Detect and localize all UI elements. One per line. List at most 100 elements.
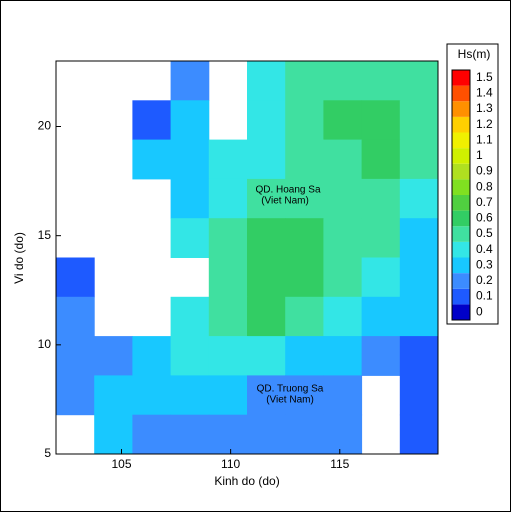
colorbar-title: Hs(m) [458,47,491,61]
cell [285,139,324,180]
cell [208,257,248,298]
annotation: QD. Truong Sa [257,384,324,395]
cell [208,336,248,376]
cell [132,414,172,455]
colorbar-label: 1.4 [476,86,493,100]
colorbar-swatch [452,179,470,195]
colorbar-swatch [452,101,470,117]
colorbar-label: 0.3 [476,257,493,271]
colorbar-swatch [452,226,470,242]
x-tick-label: 110 [221,457,240,471]
colorbar-swatch [452,304,470,320]
cell [247,139,286,180]
colorbar-swatch [452,210,470,227]
cell [208,218,248,258]
colorbar-swatch [452,273,470,289]
cell [170,139,210,180]
cell [170,178,210,219]
cell [323,257,363,298]
cell [247,178,286,219]
cell [170,100,210,141]
y-tick-label: 15 [38,228,52,242]
cell [361,100,401,141]
colorbar-label: 0.7 [476,195,493,209]
cell [94,375,133,416]
y-tick-label: 10 [38,337,52,351]
cell [361,257,401,298]
colorbar-swatch [452,148,470,164]
colorbar-label: 0 [476,304,483,318]
colorbar-label: 0.2 [476,273,493,287]
cell [285,218,324,258]
cell [170,375,210,416]
axes-box [55,60,439,455]
cell [56,257,95,298]
colorbar-label: 1.2 [476,117,493,131]
plot-area [56,61,439,455]
cell [399,296,439,337]
cell [132,336,172,376]
cell [399,178,439,219]
cell [208,139,248,180]
cell [399,375,439,416]
colorbar-label: 1.3 [476,101,493,115]
colorbar-label: 1 [476,148,483,162]
annotation: (Viet Nam) [261,196,309,207]
cell [361,139,401,180]
cell [323,100,363,141]
cell [170,218,210,258]
cell [285,296,324,337]
cell [247,100,286,141]
cell [208,375,248,416]
cell [323,178,363,219]
cell [247,257,286,298]
cell [132,100,172,141]
cell [285,414,324,455]
x-axis-label: Kinh do (do) [214,474,279,488]
cell [323,336,363,376]
cell [132,139,172,180]
x-tick-label: 115 [330,457,349,471]
cell [323,218,363,258]
cell [208,178,248,219]
cell [285,100,324,141]
cell [56,336,95,376]
cell [285,257,324,298]
colorbar-label: 1.1 [476,132,493,146]
colorbar-label: 0.5 [476,226,493,240]
cell [247,61,286,101]
cell [399,61,439,101]
cell [285,375,324,416]
cell [285,336,324,376]
colorbar-swatch [452,85,470,102]
colorbar-swatch [452,70,470,86]
cell [247,336,286,376]
colorbar-swatch [452,132,470,149]
cell [399,100,439,141]
cell [247,218,286,258]
cell [323,375,363,416]
x-tick-label: 105 [111,457,131,471]
y-axis-label: Vi do (do) [12,232,26,284]
cell [56,296,95,337]
cell [399,257,439,298]
cell [56,375,95,416]
cell [323,61,363,101]
cell [247,414,286,455]
cell [94,336,133,376]
colorbar-swatch [452,163,470,180]
cell [94,414,133,455]
cell [170,296,210,337]
cell [285,178,324,219]
cell [170,61,210,101]
cell [208,414,248,455]
colorbar-swatch [452,195,470,211]
cell [208,296,248,337]
annotation: QD. Hoang Sa [255,185,320,196]
cell [285,61,324,101]
cell [170,336,210,376]
cell [323,296,363,337]
y-tick-label: 20 [38,119,52,133]
cell [132,375,172,416]
